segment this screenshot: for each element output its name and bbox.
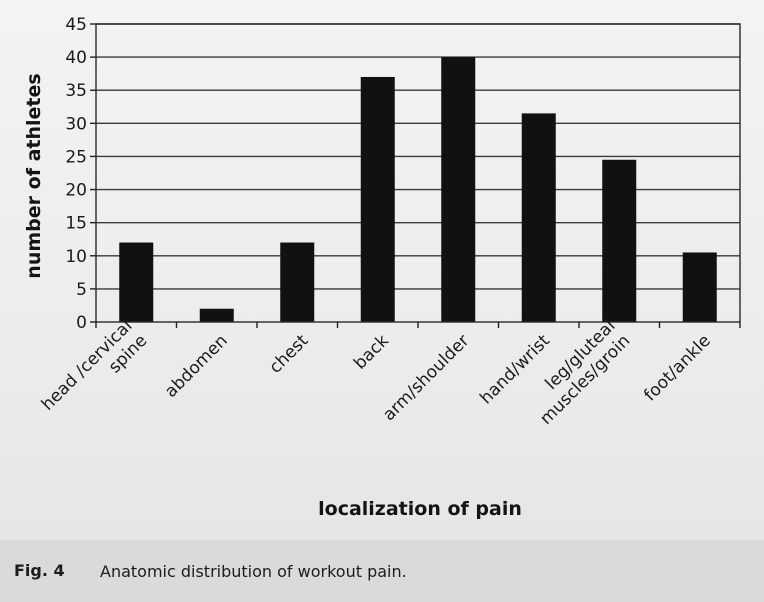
bar: [682, 252, 717, 322]
bar: [280, 242, 315, 322]
x-axis-title: localization of pain: [318, 498, 522, 520]
bar: [360, 76, 395, 322]
y-tick-label: 45: [65, 15, 87, 35]
y-tick-label: 0: [76, 313, 87, 333]
x-tick-label-line: foot/ankle: [640, 331, 715, 406]
bar: [441, 57, 476, 322]
y-tick-label: 20: [65, 181, 87, 201]
x-tick-label-line: abdomen: [161, 331, 232, 402]
x-tick-label: foot/ankle: [640, 331, 715, 406]
bar: [602, 159, 637, 322]
plot-frame: [95, 23, 741, 323]
grid-layer: [96, 23, 740, 290]
bar: [199, 308, 234, 322]
x-tick-label: back: [350, 331, 393, 374]
x-tick-label-line: back: [350, 331, 393, 374]
y-tick-label: 5: [76, 280, 87, 300]
bar: [521, 113, 556, 323]
x-tick-label: hand/wrist: [476, 331, 554, 409]
y-tick-label: 40: [65, 48, 87, 68]
x-tick-label-line: arm/shoulder: [379, 331, 473, 425]
bars-layer: [119, 57, 717, 323]
x-tick-label: chest: [266, 331, 313, 378]
axis-layer: [90, 23, 741, 328]
bar: [119, 242, 154, 322]
x-tick-label-line: hand/wrist: [476, 331, 554, 409]
x-tick-label: arm/shoulder: [379, 331, 473, 425]
y-tick-labels: 0 5 10 15 20 25 30 35 40 45: [65, 15, 87, 333]
y-axis-title: number of athletes: [23, 73, 45, 278]
x-tick-label: abdomen: [161, 331, 232, 402]
caption-text: Anatomic distribution of workout pain.: [100, 562, 407, 581]
y-tick-label: 35: [65, 81, 87, 101]
y-tick-label: 10: [65, 247, 87, 267]
y-tick-label: 15: [65, 214, 87, 234]
figure-caption: Fig. 4 Anatomic distribution of workout …: [0, 540, 764, 602]
caption-label: Fig. 4: [14, 561, 65, 580]
y-tick-label: 25: [65, 147, 87, 167]
x-tick-label-line: chest: [266, 331, 313, 378]
y-tick-label: 30: [65, 114, 87, 134]
